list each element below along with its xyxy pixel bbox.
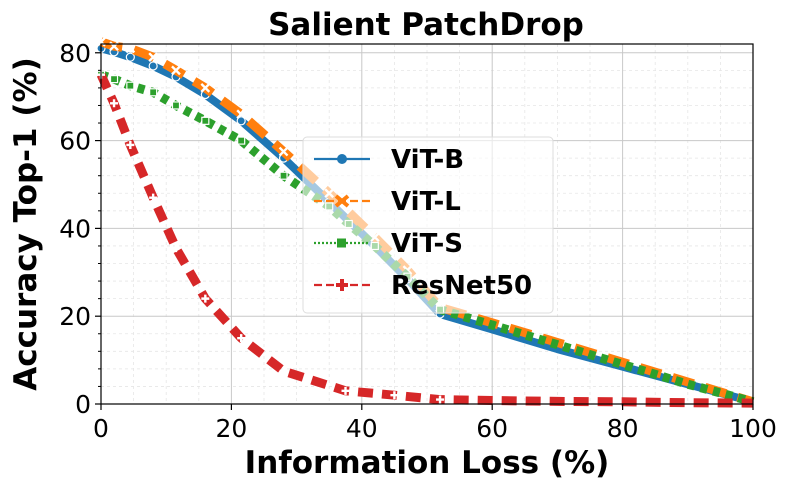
y-tick-label: 20 xyxy=(59,302,91,331)
data-point-resnet50-stroke xyxy=(110,99,119,108)
legend-label-vit-s: ViT-S xyxy=(391,229,463,259)
data-point-vit-b xyxy=(148,61,158,71)
data-point-vit-l-stroke xyxy=(148,52,159,63)
x-axis-label: Information Loss (%) xyxy=(245,445,610,481)
data-point-vit-l-stroke xyxy=(171,65,181,76)
data-point-vit-l xyxy=(278,146,289,157)
data-point-vit-s xyxy=(201,116,210,125)
plot-frame xyxy=(100,43,754,405)
x-tick-label: 100 xyxy=(729,414,777,443)
legend-label-vit-b: ViT-B xyxy=(391,145,464,175)
y-tick-label: 60 xyxy=(59,127,91,156)
series-line-resnet50 xyxy=(96,72,754,408)
legend-label-vit-l: ViT-L xyxy=(391,187,461,217)
legend-marker-vit-s xyxy=(337,238,346,248)
data-point-vit-s xyxy=(237,136,246,145)
x-tick-label: 80 xyxy=(607,414,639,443)
data-point-vit-s xyxy=(279,171,288,180)
data-point-resnet50 xyxy=(126,140,135,149)
legend-label-resnet50: ResNet50 xyxy=(391,271,532,301)
data-point-resnet50-stroke xyxy=(279,367,288,376)
x-tick-label: 40 xyxy=(346,414,378,443)
data-point-resnet50 xyxy=(149,193,158,202)
data-point-resnet50 xyxy=(279,367,288,376)
data-point-vit-l xyxy=(236,109,247,120)
data-point-resnet50 xyxy=(237,334,246,343)
data-point-vit-l-stroke xyxy=(200,83,211,93)
axis-ticks: 0 20 40 60 80 100 0 20 40 60 80 xyxy=(59,39,777,443)
y-tick-label: 40 xyxy=(59,214,91,243)
data-point-vit-s xyxy=(109,75,119,84)
data-point-resnet50-stroke xyxy=(149,193,158,202)
data-point-vit-l xyxy=(148,52,159,63)
data-point-resnet50-stroke xyxy=(436,395,445,404)
data-point-vit-s xyxy=(149,88,158,97)
chart-title: Salient PatchDrop xyxy=(268,7,584,43)
x-tick-label: 60 xyxy=(476,414,508,443)
data-point-resnet50-stroke xyxy=(237,334,246,343)
data-point-resnet50-stroke xyxy=(390,391,399,400)
data-point-resnet50 xyxy=(110,99,119,108)
data-point-vit-l-stroke xyxy=(278,146,289,157)
data-point-resnet50 xyxy=(171,244,180,253)
data-point-resnet50-stroke xyxy=(171,244,180,253)
data-point-vit-l xyxy=(200,83,211,93)
data-point-resnet50-stroke xyxy=(341,386,350,395)
data-point-resnet50-stroke xyxy=(126,140,135,149)
y-axis-label: Accuracy Top-1 (%) xyxy=(8,57,44,391)
legend: ViT-B ViT-L ViT-S ResNet50 xyxy=(302,136,554,314)
data-point-resnet50 xyxy=(341,386,350,395)
data-point-vit-l-stroke xyxy=(236,109,247,120)
y-tick-label: 80 xyxy=(59,39,91,68)
data-point-resnet50 xyxy=(390,391,399,400)
series-resnet50 xyxy=(96,70,754,408)
data-point-resnet50 xyxy=(201,294,210,303)
legend-marker-vit-l xyxy=(334,194,350,208)
data-point-resnet50 xyxy=(436,395,445,404)
legend-marker-vit-b xyxy=(337,154,347,164)
legend-marker-resnet50 xyxy=(336,279,348,291)
data-point-vit-s xyxy=(171,101,181,110)
data-point-vit-b xyxy=(236,116,246,126)
data-point-vit-l xyxy=(125,43,136,54)
y-tick-label: 0 xyxy=(75,390,91,419)
data-point-resnet50-stroke xyxy=(201,294,210,303)
data-point-vit-s xyxy=(126,81,135,90)
data-point-vit-l xyxy=(171,65,181,76)
x-tick-label: 20 xyxy=(215,414,247,443)
data-point-vit-l-stroke xyxy=(125,43,136,54)
x-tick-label: 0 xyxy=(93,414,109,443)
legend-box xyxy=(302,136,554,314)
data-point-vit-b xyxy=(125,52,135,62)
